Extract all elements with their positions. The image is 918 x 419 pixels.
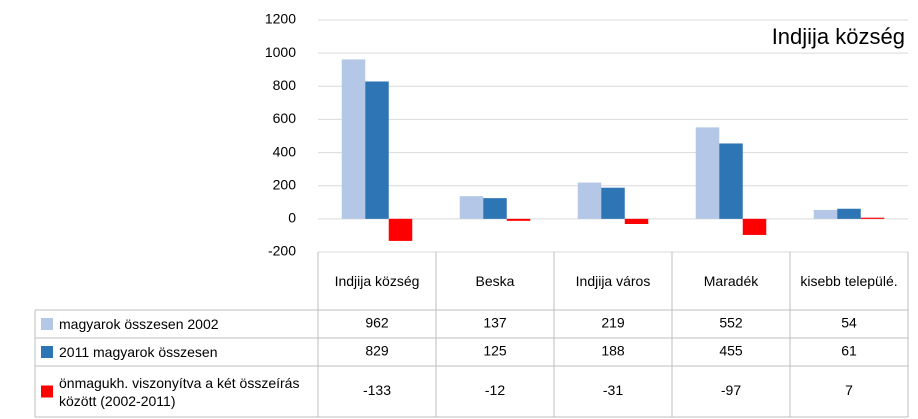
legend-label: 2011 magyarok összesen [59,344,218,360]
table-value: 455 [719,343,743,359]
legend-label: önmagukh. viszonyítva a két összeírás kö… [59,374,300,409]
bar [695,127,720,219]
y-tick-label: 800 [273,77,297,93]
bar [341,59,366,219]
bar [860,217,885,219]
y-tick-label: 400 [273,143,297,159]
chart-title: Indjija község [772,24,905,49]
legend-swatch [41,346,53,358]
y-tick-label: -200 [268,243,296,259]
table-header: kisebb települé. [800,273,898,289]
table-value: 962 [365,315,389,331]
bar [601,187,625,219]
bar [624,218,649,224]
table-value: 219 [601,315,625,331]
legend-label: magyarok összesen 2002 [59,316,219,332]
table-value: -133 [363,382,391,398]
bar [813,209,838,219]
table-value: 54 [841,315,857,331]
legend-swatch [41,318,53,330]
table-header: Indjija község [334,273,420,289]
table-value: -97 [721,382,741,398]
bar [388,218,413,241]
table-header: Indjija város [575,273,651,289]
table-value: 552 [719,315,743,331]
bar [506,218,531,221]
bar [483,198,507,219]
y-tick-label: 1200 [265,11,296,27]
table-value: 7 [845,382,853,398]
table-value: 137 [483,315,507,331]
y-tick-label: 600 [273,110,297,126]
table-header: Beska [475,273,515,289]
y-tick-label: 200 [273,176,297,192]
bar [719,143,743,219]
bar [742,218,767,235]
bar [837,208,861,219]
bar [459,196,484,219]
table-value: 829 [365,343,389,359]
table-value: 125 [483,343,507,359]
bar [365,81,389,219]
y-tick-label: 0 [288,210,296,226]
table-value: -12 [485,382,505,398]
table-header: Maradék [703,273,759,289]
legend-swatch [41,385,53,398]
bar [577,182,602,219]
table-value: 61 [841,343,857,359]
table-value: 188 [601,343,625,359]
table-value: -31 [603,382,623,398]
y-tick-label: 1000 [265,44,296,60]
